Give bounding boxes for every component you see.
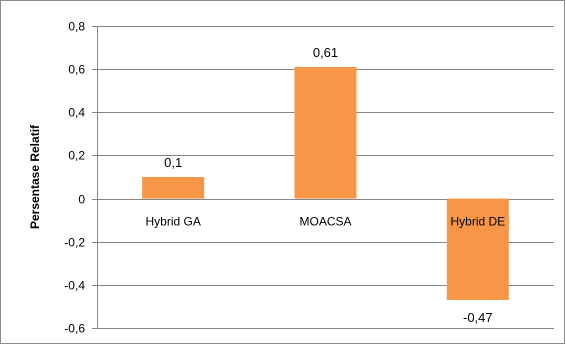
y-tick-label: 0,8 [68, 20, 85, 34]
y-tick-label: 0 [78, 193, 85, 207]
data-label: 0,61 [313, 45, 338, 60]
axes [92, 26, 98, 329]
labels: -0,6 -0,4 -0,2 0 0,2 0,4 0,6 0,8 Hybrid GA 0,1 MOA… [64, 20, 505, 336]
bar [294, 66, 357, 199]
bars [142, 66, 509, 300]
y-tick-label: -0,6 [64, 322, 85, 336]
data-label: -0,47 [463, 310, 493, 325]
category-label: MOACSA [299, 215, 351, 229]
data-label: 0,1 [164, 155, 182, 170]
y-tick-label: -0,2 [64, 236, 85, 250]
category-label: Hybrid GA [145, 215, 200, 229]
y-axis-title: Persentase Relatif [28, 124, 42, 229]
bar [446, 198, 509, 300]
bar [142, 177, 205, 199]
y-tick-label: 0,2 [68, 149, 85, 163]
y-tick-label: 0,6 [68, 63, 85, 77]
y-tick-label: -0,4 [64, 279, 85, 293]
category-label: Hybrid DE [450, 215, 505, 229]
y-tick-label: 0,4 [68, 106, 85, 120]
